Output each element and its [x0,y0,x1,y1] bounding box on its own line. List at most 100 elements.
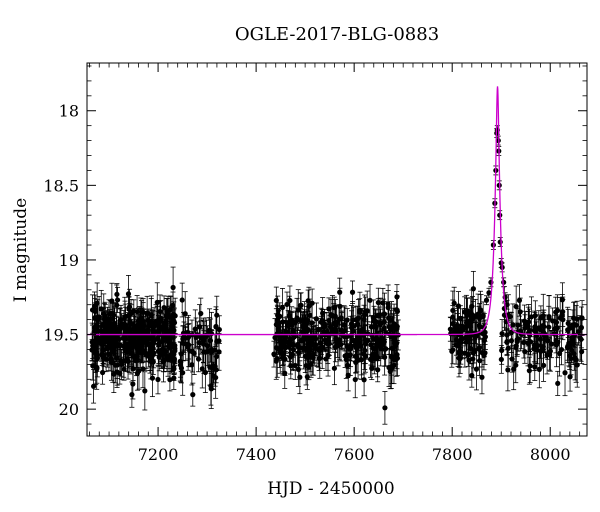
data-point-marker [209,365,215,371]
data-point [458,328,464,356]
data-point-marker [518,328,524,334]
data-point [332,331,338,363]
data-point [160,335,167,373]
data-point [562,349,568,397]
data-point [357,291,363,329]
data-point-marker [522,325,528,331]
data-point-marker [190,392,196,398]
data-point-marker [195,356,202,362]
data-point-marker [272,335,278,341]
data-point-marker [106,337,112,343]
data-point-marker [548,341,555,347]
data-point-marker [373,324,379,330]
chart-title: OGLE-2017-BLG-0883 [235,24,439,45]
data-point-marker [387,368,393,375]
data-point-marker [365,330,371,337]
data-point [90,369,97,404]
data-point-marker [90,343,96,349]
data-point [129,381,135,408]
data-point-marker [353,359,359,366]
data-point-marker [469,372,475,379]
data-point-marker [213,367,219,373]
data-point-marker [121,321,127,327]
data-point [479,360,485,395]
data-point [282,328,288,356]
data-point-marker [101,316,108,322]
data-point [216,327,222,354]
data-point-marker [98,336,104,342]
data-point-marker [127,318,133,324]
data-point-marker [309,320,315,326]
data-point-marker [456,355,462,361]
data-point-marker [308,354,314,360]
data-point-marker [287,297,293,304]
data-point-marker [476,344,483,351]
data-point-marker [571,322,578,328]
data-point-marker [545,337,551,344]
data-point-marker [309,300,315,306]
data-point-marker [92,306,98,312]
data-point-marker [284,301,290,308]
data-point [375,287,381,318]
data-point-marker [216,338,222,344]
data-point-marker [303,363,309,369]
data-point-marker [148,350,154,356]
data-point [534,329,540,371]
data-point-marker [130,339,136,345]
plot-area [87,86,587,425]
data-point-marker [394,308,401,315]
data-point-marker [386,315,392,321]
data-point [191,331,197,376]
data-point-marker [171,375,177,381]
data-point [209,346,215,390]
data-point-marker [464,337,470,343]
data-point-marker [131,326,137,332]
data-point-marker [347,346,353,352]
data-point-marker [216,326,222,333]
data-point [480,311,486,322]
data-point-marker [332,344,338,350]
data-point-marker [546,324,552,330]
data-point-marker [462,350,468,356]
data-point-marker [534,347,540,353]
data-point-marker [370,345,376,351]
data-point-marker [505,367,511,373]
data-point [167,368,173,392]
data-point [279,335,285,359]
data-point [345,352,351,379]
data-point-marker [369,365,375,371]
data-point [163,309,169,343]
data-point-marker [532,364,538,370]
data-point-marker [134,345,140,351]
data-point-marker [323,356,329,362]
data-point-marker [354,321,361,327]
data-point [355,317,361,357]
data-point [382,391,388,425]
data-point-marker [114,355,120,361]
data-point-marker [170,302,176,308]
data-point-marker [295,349,302,356]
data-point [299,327,305,355]
data-point [100,360,106,385]
data-point [334,328,341,358]
data-point-marker [565,320,571,327]
data-point [192,309,198,349]
data-point [566,320,572,367]
data-point-marker [462,309,468,315]
data-point [540,348,547,382]
data-point [451,286,457,320]
data-point-marker [553,309,559,315]
data-point [290,318,296,343]
data-point-marker [562,370,568,376]
data-point-marker [361,377,367,383]
data-point-marker [314,346,320,352]
data-point [505,348,511,392]
data-point-marker [526,368,532,374]
data-point-marker [572,355,578,361]
data-point [526,356,532,385]
data-point [521,326,527,359]
data-point-marker [139,317,145,323]
data-point [111,332,117,373]
data-point [307,334,313,358]
data-point-marker [193,334,199,340]
